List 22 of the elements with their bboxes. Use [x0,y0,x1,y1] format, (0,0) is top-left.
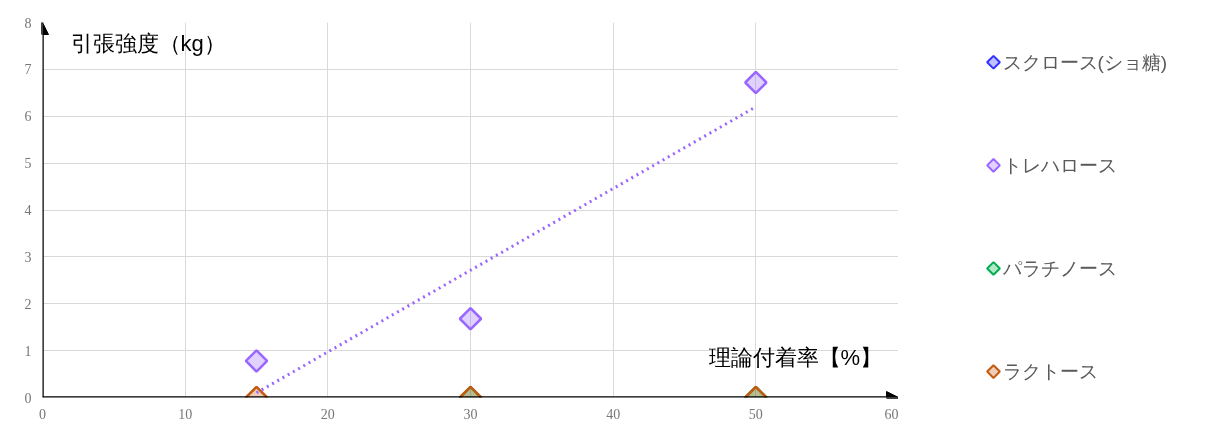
y-tick-label: 5 [24,156,32,172]
x-tick-label: 50 [748,406,763,422]
x-tick-label: 0 [39,406,46,422]
x-tick-label: 30 [463,406,478,422]
x-tick-label: 20 [320,406,335,422]
y-tick-label: 2 [24,296,32,312]
y-tick-label: 0 [24,390,32,406]
legend-label: トレハロース [1002,154,1117,176]
y-axis-title: 引張強度（kg） [70,30,226,56]
legend-label: スクロース(ショ糖) [1002,51,1168,73]
y-tick-label: 1 [24,343,32,359]
x-tick-label: 10 [178,406,193,422]
y-tick-label: 6 [24,109,32,125]
x-tick-label: 40 [606,406,621,422]
x-axis-title: 理論付着率【%】 [708,344,883,370]
x-tick-label: 60 [884,406,899,422]
legend-label: ラクトース [1002,361,1098,383]
y-tick-label: 3 [24,249,32,265]
y-tick-label: 7 [24,62,32,78]
legend-label: パラチノース [1001,257,1117,279]
y-tick-label: 4 [24,203,32,218]
y-tick-label: 8 [24,15,32,31]
